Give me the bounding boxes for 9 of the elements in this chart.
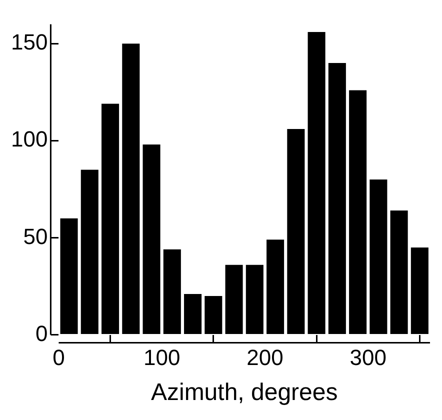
x-tick-label: 100: [143, 345, 180, 370]
x-tick-label: 300: [350, 345, 386, 370]
x-tick-label: 200: [246, 345, 284, 370]
y-tick-label: 100: [10, 126, 48, 152]
y-tick-label: 0: [35, 320, 48, 346]
x-axis-title: Azimuth, degrees: [150, 379, 338, 406]
y-tick-label: 50: [23, 224, 48, 249]
y-tick-label: 150: [10, 30, 48, 55]
x-tick-label: 0: [52, 345, 65, 370]
